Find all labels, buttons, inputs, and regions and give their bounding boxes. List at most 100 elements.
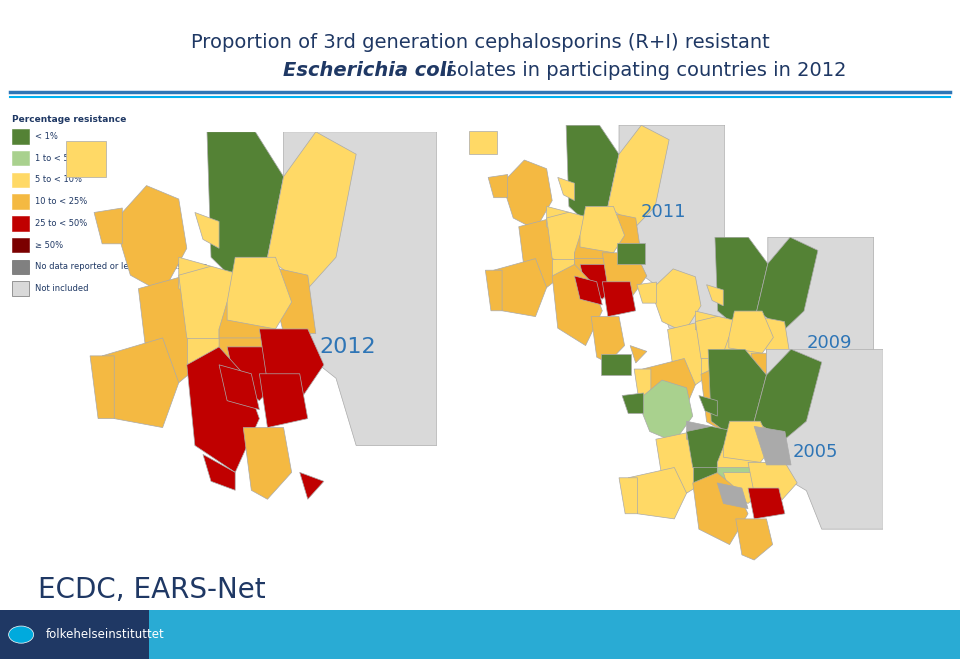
Text: < 1%: < 1% <box>35 132 58 141</box>
Polygon shape <box>114 186 187 293</box>
Polygon shape <box>574 276 602 305</box>
Polygon shape <box>693 473 748 544</box>
Polygon shape <box>138 275 219 383</box>
Polygon shape <box>723 374 751 401</box>
Polygon shape <box>489 175 508 198</box>
Polygon shape <box>707 285 723 306</box>
Text: 25 to < 50%: 25 to < 50% <box>35 219 86 228</box>
Polygon shape <box>486 270 502 311</box>
Polygon shape <box>179 257 211 302</box>
Polygon shape <box>94 208 122 244</box>
Polygon shape <box>502 160 552 229</box>
Polygon shape <box>695 311 718 337</box>
Polygon shape <box>300 473 324 500</box>
Text: 1 to < 5%: 1 to < 5% <box>35 154 76 163</box>
Polygon shape <box>622 393 643 414</box>
Polygon shape <box>195 212 219 248</box>
Text: No data reported or less than 10 isolates: No data reported or less than 10 isolate… <box>35 262 206 272</box>
Polygon shape <box>686 421 711 447</box>
Polygon shape <box>602 253 647 299</box>
Polygon shape <box>723 337 762 358</box>
Polygon shape <box>735 519 773 560</box>
Polygon shape <box>755 426 791 465</box>
Polygon shape <box>219 329 268 374</box>
Polygon shape <box>566 125 619 227</box>
Bar <box>12 151 29 165</box>
Polygon shape <box>102 338 179 428</box>
Text: 2011: 2011 <box>641 203 686 221</box>
Bar <box>0 610 149 659</box>
Text: isolates in participating countries in 2012: isolates in participating countries in 2… <box>435 61 847 80</box>
Text: Percentage resistance: Percentage resistance <box>12 115 126 125</box>
Polygon shape <box>628 467 686 519</box>
Polygon shape <box>187 338 219 365</box>
Polygon shape <box>601 355 632 375</box>
Polygon shape <box>756 316 790 356</box>
Polygon shape <box>748 463 797 503</box>
Polygon shape <box>179 266 252 356</box>
Bar <box>12 129 29 144</box>
Text: Not included: Not included <box>35 284 88 293</box>
Polygon shape <box>187 347 259 473</box>
Polygon shape <box>740 411 774 453</box>
Bar <box>12 173 29 187</box>
Polygon shape <box>756 237 818 330</box>
Polygon shape <box>630 345 647 363</box>
Polygon shape <box>729 311 774 353</box>
Text: ≥ 50%: ≥ 50% <box>35 241 62 250</box>
Polygon shape <box>693 467 717 483</box>
Polygon shape <box>637 282 657 303</box>
Polygon shape <box>574 253 608 282</box>
Text: 2005: 2005 <box>793 443 838 461</box>
Polygon shape <box>259 374 308 428</box>
Bar <box>12 238 29 252</box>
Polygon shape <box>751 353 796 395</box>
Polygon shape <box>667 322 723 385</box>
Polygon shape <box>518 218 574 287</box>
Text: 2012: 2012 <box>320 337 376 357</box>
Polygon shape <box>219 302 276 338</box>
Text: ECDC, EARS-Net: ECDC, EARS-Net <box>38 576 266 604</box>
Polygon shape <box>699 395 717 416</box>
Polygon shape <box>766 349 883 529</box>
Text: Proportion of 3rd generation cephalosporins (R+I) resistant: Proportion of 3rd generation cephalospor… <box>191 34 769 52</box>
Bar <box>12 260 29 274</box>
Polygon shape <box>686 426 742 478</box>
Circle shape <box>9 626 34 643</box>
Bar <box>12 194 29 209</box>
Polygon shape <box>219 365 259 410</box>
Text: 2009: 2009 <box>806 333 852 352</box>
Polygon shape <box>715 237 768 330</box>
Polygon shape <box>619 125 725 328</box>
Polygon shape <box>717 447 760 467</box>
Bar <box>12 216 29 231</box>
Polygon shape <box>268 132 356 289</box>
Polygon shape <box>552 258 574 276</box>
Polygon shape <box>723 353 756 380</box>
Polygon shape <box>619 478 637 514</box>
Polygon shape <box>635 369 651 406</box>
Polygon shape <box>66 141 107 177</box>
Polygon shape <box>552 264 602 345</box>
Polygon shape <box>656 432 717 493</box>
Polygon shape <box>546 206 569 235</box>
Polygon shape <box>724 421 773 463</box>
Polygon shape <box>617 243 645 264</box>
Polygon shape <box>755 349 822 439</box>
Polygon shape <box>283 132 437 445</box>
Polygon shape <box>637 380 693 442</box>
Text: 10 to < 25%: 10 to < 25% <box>35 197 86 206</box>
Polygon shape <box>608 125 669 227</box>
Text: Escherichia coli: Escherichia coli <box>283 61 453 80</box>
Polygon shape <box>701 358 723 374</box>
Polygon shape <box>708 349 766 439</box>
Polygon shape <box>228 257 292 329</box>
Polygon shape <box>203 455 235 490</box>
Polygon shape <box>493 258 546 316</box>
Polygon shape <box>580 206 625 253</box>
Polygon shape <box>546 212 597 270</box>
Polygon shape <box>724 473 766 503</box>
Polygon shape <box>768 237 874 422</box>
Polygon shape <box>259 329 324 401</box>
Polygon shape <box>642 358 695 411</box>
